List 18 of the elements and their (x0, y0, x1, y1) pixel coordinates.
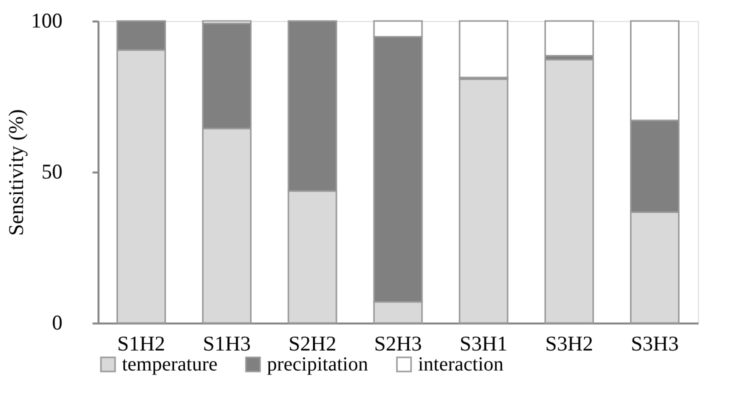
x-tick-label: S1H3 (202, 332, 251, 356)
bar (544, 20, 594, 56)
x-tick-label: S1H2 (117, 332, 166, 356)
x-tick-label: S2H2 (288, 332, 336, 356)
x-tick-label: S3H1 (460, 332, 508, 356)
bar (458, 20, 508, 78)
y-axis-title: Sensitivity (%) (4, 109, 28, 236)
x-tick-label: S2H3 (374, 332, 422, 356)
bar (544, 58, 594, 324)
y-tick-label: 50 (42, 160, 62, 184)
legend-label: interaction (418, 353, 504, 376)
legend-label: temperature (122, 353, 218, 376)
x-tick-label: S3H3 (630, 332, 679, 356)
legend-label: precipitation (267, 353, 368, 376)
x-tick-label: S3H2 (545, 332, 594, 356)
y-tick-label: 0 (52, 310, 62, 334)
y-tick-label: 100 (31, 8, 62, 32)
bar (458, 78, 508, 324)
